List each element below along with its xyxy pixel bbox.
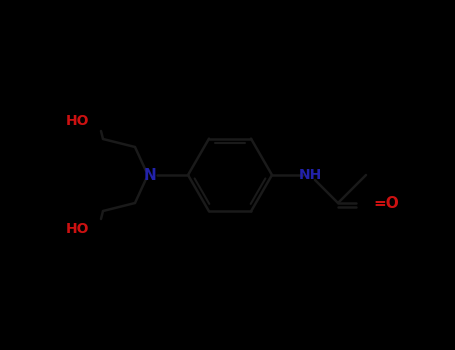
Text: HO: HO <box>66 222 89 236</box>
Text: NH: NH <box>298 168 322 182</box>
Text: =O: =O <box>373 196 399 210</box>
Text: N: N <box>144 168 157 182</box>
Text: HO: HO <box>66 114 89 128</box>
